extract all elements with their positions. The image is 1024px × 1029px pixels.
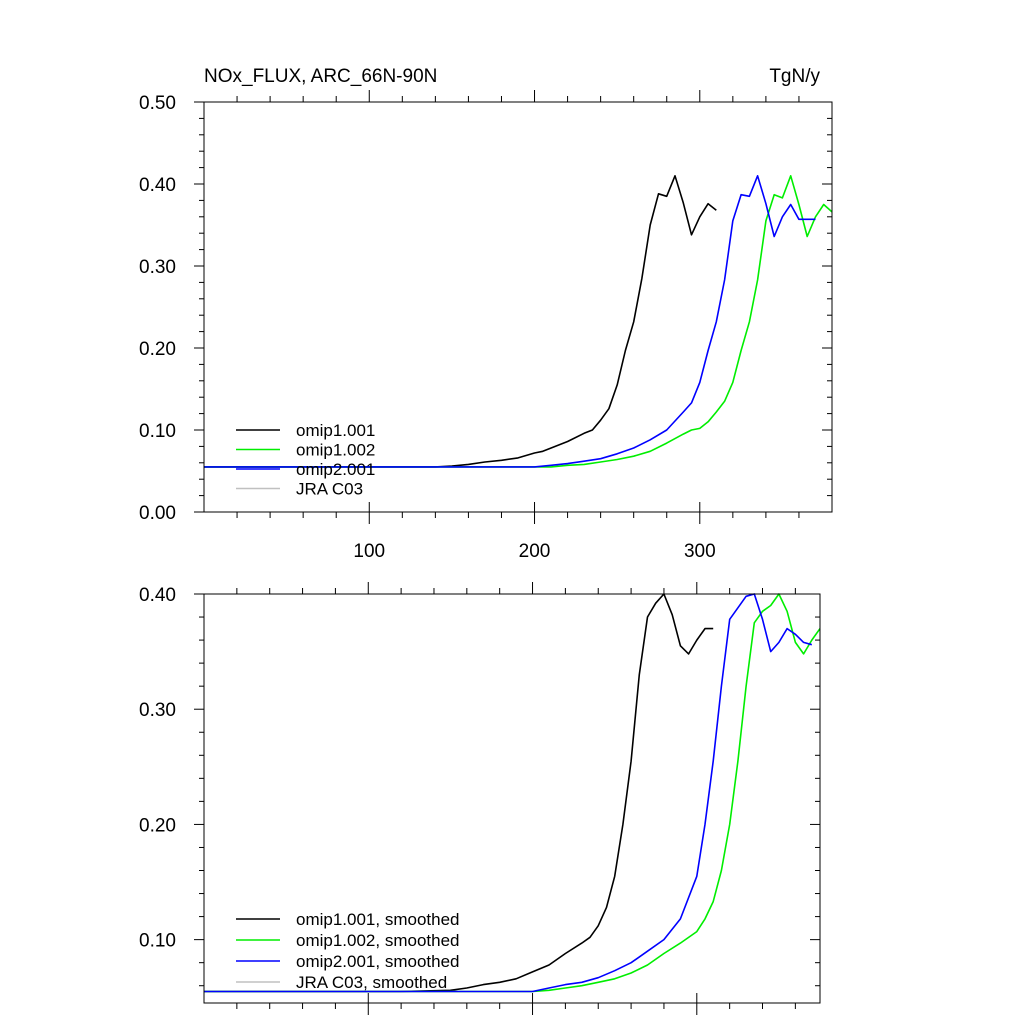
y-tick-label: 0.00 (139, 503, 176, 524)
legend-label: omip2.001, smoothed (296, 952, 460, 971)
y-tick-label: 0.40 (139, 175, 176, 196)
chart-units: TgN/y (769, 66, 820, 87)
y-tick-label: 0.30 (139, 257, 176, 278)
top-series-layer (204, 175, 833, 468)
legend-label: omip2.001 (296, 460, 375, 479)
x-tick-label: 300 (684, 541, 716, 562)
y-tick-label: 0.50 (139, 93, 176, 114)
top-panel: NOx_FLUX, ARC_66N-90N TgN/y 100 200 300 0.0… (139, 66, 833, 562)
bottom-plot-frame (203, 593, 821, 1004)
bottom-axis-ticks: 0.10 0.20 0.30 0.40 (139, 582, 820, 1015)
series-line-2 (204, 175, 816, 468)
legend-label: JRA C03, smoothed (296, 973, 447, 992)
y-tick-label: 0.10 (139, 421, 176, 442)
series-line-0 (204, 593, 714, 993)
chart-title: NOx_FLUX, ARC_66N-90N (204, 66, 437, 87)
y-tick-label: 0.30 (139, 700, 176, 721)
legend-label: omip1.002 (296, 441, 375, 460)
bottom-legend: omip1.001, smoothed omip1.002, smoothed om… (236, 910, 460, 992)
y-tick-label: 0.20 (139, 815, 176, 836)
legend-label: omip1.001 (296, 421, 375, 440)
y-tick-label: 0.20 (139, 339, 176, 360)
top-plot-frame (203, 101, 833, 513)
y-tick-label: 0.10 (139, 931, 176, 952)
legend-label: omip1.002, smoothed (296, 931, 460, 950)
y-tick-label: 0.40 (139, 585, 176, 606)
legend-label: JRA C03 (296, 480, 363, 499)
top-axis-ticks: 100 200 300 0.00 0.10 0.20 0.30 0.40 0.50 (139, 90, 832, 562)
series-line-0 (204, 175, 717, 468)
x-tick-label: 100 (353, 541, 385, 562)
bottom-panel: 0.100.200.300.40 omip1.001, smoothedomip… (139, 582, 821, 1015)
series-line-2 (204, 593, 813, 993)
x-tick-label: 200 (519, 541, 551, 562)
legend-label: omip1.001, smoothed (296, 910, 460, 929)
